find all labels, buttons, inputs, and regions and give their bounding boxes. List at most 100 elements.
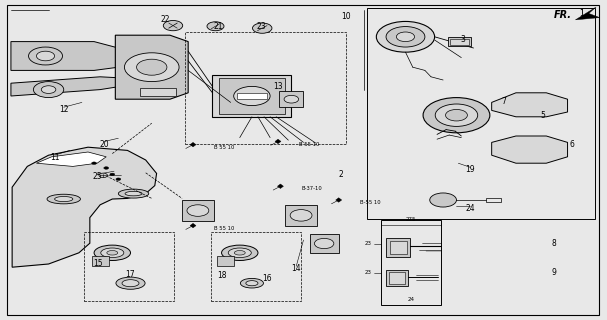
Text: 1: 1 — [579, 9, 584, 18]
Bar — [237, 93, 267, 99]
Text: 3: 3 — [460, 35, 465, 44]
Circle shape — [41, 86, 56, 93]
Circle shape — [396, 32, 415, 42]
Ellipse shape — [118, 189, 149, 198]
Ellipse shape — [125, 191, 142, 196]
Text: 16: 16 — [262, 274, 272, 283]
Text: B 55 10: B 55 10 — [214, 226, 235, 231]
Text: 7: 7 — [501, 97, 506, 106]
Ellipse shape — [122, 280, 139, 287]
Text: B-55 10: B-55 10 — [360, 200, 381, 205]
Polygon shape — [36, 152, 106, 166]
Circle shape — [290, 210, 312, 221]
Text: 22: 22 — [160, 15, 170, 24]
Bar — [182, 200, 214, 221]
Circle shape — [430, 193, 456, 207]
Text: 15: 15 — [93, 259, 103, 268]
Bar — [84, 232, 174, 301]
Ellipse shape — [101, 248, 124, 258]
Circle shape — [92, 162, 97, 164]
Circle shape — [207, 22, 224, 31]
Text: 10: 10 — [341, 12, 351, 20]
Circle shape — [163, 20, 183, 31]
Text: 23: 23 — [364, 270, 371, 275]
Polygon shape — [12, 147, 157, 267]
Circle shape — [137, 59, 167, 75]
Bar — [219, 78, 285, 114]
Polygon shape — [11, 77, 131, 96]
Text: 14: 14 — [291, 264, 301, 273]
Ellipse shape — [222, 245, 258, 260]
Bar — [310, 234, 339, 253]
Circle shape — [33, 82, 64, 98]
Ellipse shape — [234, 251, 245, 255]
Bar — [486, 198, 501, 202]
Text: 6: 6 — [569, 140, 574, 148]
Text: B 55 10: B 55 10 — [299, 141, 320, 147]
Polygon shape — [492, 136, 568, 163]
Circle shape — [435, 104, 478, 126]
Bar — [185, 32, 346, 144]
Circle shape — [253, 23, 272, 33]
Polygon shape — [190, 223, 196, 228]
Circle shape — [386, 27, 425, 47]
Bar — [390, 241, 407, 254]
Ellipse shape — [116, 277, 145, 289]
Circle shape — [234, 86, 270, 106]
Circle shape — [314, 238, 334, 249]
Circle shape — [423, 98, 490, 133]
Polygon shape — [190, 142, 196, 147]
Polygon shape — [11, 10, 364, 122]
Text: 13: 13 — [273, 82, 283, 91]
Ellipse shape — [47, 194, 80, 204]
Text: 11: 11 — [50, 153, 59, 162]
Polygon shape — [277, 184, 283, 188]
Polygon shape — [275, 139, 281, 144]
Ellipse shape — [94, 245, 131, 260]
Bar — [386, 238, 410, 257]
Bar — [140, 88, 176, 96]
Bar — [381, 220, 441, 305]
Circle shape — [36, 51, 55, 61]
Polygon shape — [115, 35, 188, 99]
Ellipse shape — [228, 248, 251, 258]
Text: 18: 18 — [217, 271, 226, 280]
Bar — [285, 205, 317, 226]
Bar — [450, 39, 469, 45]
Bar — [212, 75, 291, 117]
Bar — [448, 37, 471, 46]
Bar — [211, 232, 301, 301]
Text: B-37-10: B-37-10 — [302, 186, 322, 191]
Ellipse shape — [107, 251, 118, 255]
Circle shape — [124, 53, 179, 82]
Bar — [386, 270, 408, 286]
Bar — [217, 256, 234, 266]
Text: FR.: FR. — [554, 10, 572, 20]
Polygon shape — [11, 42, 131, 70]
Text: 24: 24 — [407, 297, 415, 302]
Text: 23: 23 — [256, 22, 266, 31]
Circle shape — [187, 205, 209, 216]
Bar — [279, 91, 304, 107]
Circle shape — [376, 21, 435, 52]
Ellipse shape — [246, 281, 258, 286]
Text: 21: 21 — [214, 22, 223, 31]
Text: 9: 9 — [551, 268, 556, 277]
Polygon shape — [336, 198, 342, 202]
Text: B 55 10: B 55 10 — [214, 145, 235, 150]
Circle shape — [99, 173, 107, 178]
Circle shape — [284, 95, 299, 103]
Circle shape — [29, 47, 63, 65]
Ellipse shape — [55, 196, 73, 202]
Text: 19: 19 — [466, 165, 475, 174]
Text: 12: 12 — [59, 105, 69, 114]
Ellipse shape — [240, 278, 263, 288]
Polygon shape — [575, 7, 600, 20]
Text: 8: 8 — [551, 239, 556, 248]
Text: 25: 25 — [92, 172, 102, 181]
Bar — [367, 8, 595, 219]
Text: 2: 2 — [339, 170, 344, 179]
Circle shape — [110, 173, 115, 176]
Text: 5: 5 — [541, 111, 546, 120]
Text: 20: 20 — [100, 140, 109, 148]
